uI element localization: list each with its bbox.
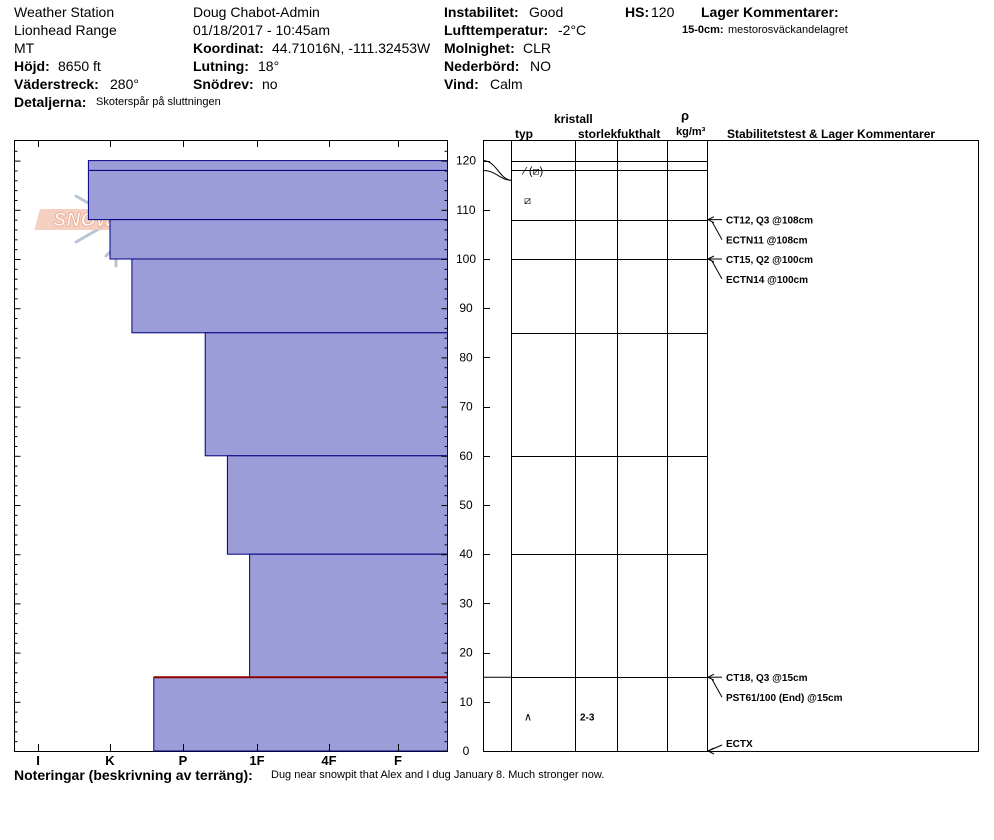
stability-label: Instabilitet: — [444, 4, 519, 20]
x-tick-label-P: P — [179, 753, 188, 768]
wind-label: Vind: — [444, 76, 479, 92]
coord-label: Koordinat: — [193, 40, 264, 56]
hs-label: HS: — [625, 4, 650, 20]
drift-label: Snödrev: — [193, 76, 254, 92]
col-fukthalt: fukthalt — [617, 127, 661, 141]
station-name: Weather Station — [14, 4, 115, 20]
y-tick-label-10: 10 — [459, 695, 473, 709]
elevation-value: 8650 ft — [58, 58, 101, 74]
layer-comment-depth: 15-0cm: — [682, 24, 724, 36]
precip-value: NO — [530, 58, 551, 74]
crystal-symbols: ⁄ (⧄) ⧄ ∧ 2-3 — [521, 165, 595, 723]
hardness-axis: I K P 1F 4F F — [36, 140, 402, 768]
range-name: Lionhead Range — [14, 22, 117, 38]
hardness-bar-3 — [131, 258, 448, 334]
y-tick-label-100: 100 — [456, 252, 476, 266]
notes-text: Dug near snowpit that Alex and I dug Jan… — [271, 769, 605, 781]
state-name: MT — [14, 40, 35, 56]
y-tick-label-80: 80 — [459, 350, 473, 364]
observation-datetime: 01/18/2017 - 10:45am — [193, 22, 330, 38]
slope-value: 18° — [258, 58, 280, 74]
hardness-bar-0 — [87, 160, 449, 171]
precip-label: Nederbörd: — [444, 58, 520, 74]
x-tick-label-F: F — [394, 753, 402, 768]
hardness-bar-4 — [204, 332, 448, 457]
test-label-second-1: ECTN14 @100cm — [726, 275, 808, 286]
x-tick-label-I: I — [36, 753, 40, 768]
airtemp-label: Lufttemperatur: — [444, 22, 549, 38]
test-label-second-2: PST61/100 (End) @15cm — [726, 693, 843, 704]
x-tick-label-K: K — [105, 753, 115, 768]
crystal-type-0: ⁄ (⧄) — [521, 165, 543, 177]
y-tick-label-50: 50 — [459, 498, 473, 512]
elevation-label: Höjd: — [14, 58, 50, 74]
stability-tests: CT12, Q3 @108cm ECTN11 @108cm CT15, Q2 @10… — [706, 216, 843, 755]
stability-value: Good — [529, 4, 564, 20]
slope-label: Lutning: — [193, 58, 249, 74]
test-pointer-second-2 — [711, 678, 723, 698]
test-label-second-0: ECTN11 @108cm — [726, 236, 808, 247]
drift-value: no — [262, 76, 278, 92]
observer-name: Doug Chabot-Admin — [193, 4, 320, 20]
y-tick-label-20: 20 — [459, 646, 473, 660]
x-tick-label-1F: 1F — [249, 753, 264, 768]
y-tick-label-0: 0 — [463, 744, 470, 758]
sky-label: Molnighet: — [444, 40, 515, 56]
y-tick-label-90: 90 — [459, 301, 473, 315]
airtemp-value: -2°C — [558, 22, 587, 38]
depth-axis: 0 10 20 30 40 50 60 70 80 90 100 110 120 — [14, 150, 476, 758]
layer-comment-text: mestorosväckandelagret — [728, 24, 848, 36]
y-tick-label-60: 60 — [459, 449, 473, 463]
sky-value: CLR — [523, 40, 552, 56]
notes-label: Noteringar (beskrivning av terräng): — [14, 767, 253, 783]
test-label-1: CT15, Q2 @100cm — [726, 255, 813, 266]
layer-table — [483, 140, 708, 752]
hardness-bar-6 — [249, 553, 448, 678]
layer-comments-title: Lager Kommentarer: — [701, 4, 839, 20]
aspect-label: Väderstreck: — [14, 76, 99, 92]
col-rho: ρ — [681, 108, 690, 123]
test-label-2: CT18, Q3 @15cm — [726, 673, 808, 684]
y-tick-label-70: 70 — [459, 400, 473, 414]
wind-value: Calm — [490, 76, 523, 92]
test-label-0: CT12, Q3 @108cm — [726, 216, 813, 227]
test-label-3: ECTX — [726, 739, 753, 750]
col-density-unit: kg/m³ — [676, 126, 706, 138]
y-tick-label-120: 120 — [456, 154, 476, 168]
crystal-type-2: ∧ — [524, 712, 532, 724]
test-pointer-second-1 — [711, 260, 723, 280]
y-tick-label-40: 40 — [459, 547, 473, 561]
col-typ: typ — [515, 127, 533, 141]
details-value: Skoterspår på sluttningen — [96, 96, 221, 108]
col-storlek: storlek — [578, 127, 618, 141]
y-tick-label-110: 110 — [456, 203, 475, 217]
hardness-bar-5 — [226, 455, 448, 555]
hardness-bar-7 — [153, 676, 449, 752]
hardness-bar-2 — [109, 219, 448, 260]
col-kristall: kristall — [554, 112, 593, 126]
layer-connector-1 — [483, 169, 512, 181]
y-tick-label-30: 30 — [459, 596, 473, 610]
hs-value: 120 — [651, 4, 675, 20]
coord-value: 44.71016N, -111.32453W — [272, 40, 431, 56]
test-pointer-second-0 — [711, 221, 723, 240]
x-tick-label-4F: 4F — [321, 753, 336, 768]
hardness-bars — [87, 160, 449, 752]
hardness-bar-1 — [87, 169, 449, 221]
crystal-size-2: 2-3 — [580, 713, 595, 724]
col-stability-tests: Stabilitetstest & Lager Kommentarer — [727, 127, 936, 141]
layers-table-frame — [483, 140, 979, 752]
crystal-type-1: ⧄ — [524, 195, 531, 207]
aspect-value: 280° — [110, 76, 139, 92]
details-label: Detaljerna: — [14, 94, 87, 110]
test-arrow-icon-3 — [706, 747, 715, 755]
